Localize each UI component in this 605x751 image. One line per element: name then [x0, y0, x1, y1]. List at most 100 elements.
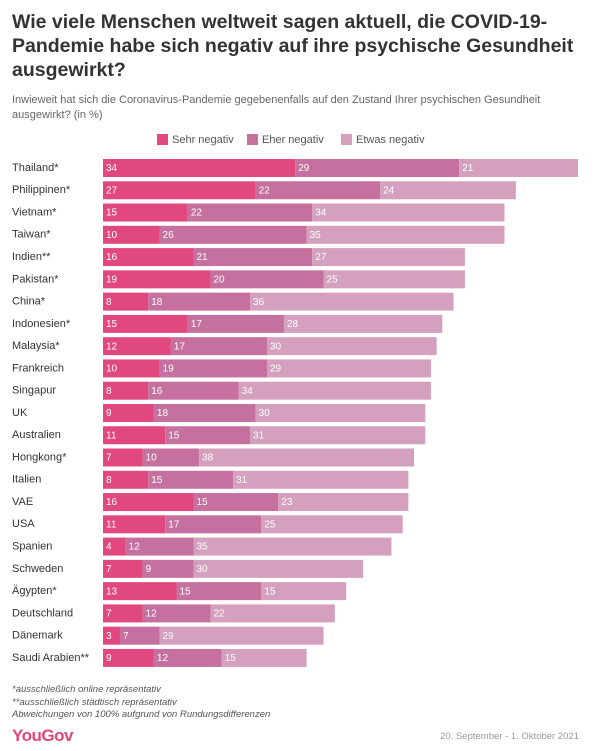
- category-label: Saudi Arabien**: [12, 652, 90, 664]
- bar-segment: [103, 559, 143, 578]
- value-label: 35: [310, 230, 322, 241]
- value-label: 16: [106, 252, 118, 263]
- value-label: 8: [106, 386, 112, 397]
- bar-segment: [459, 159, 578, 177]
- bar-segment: [125, 537, 194, 556]
- category-label: Indien**: [12, 251, 51, 263]
- bar-segment: [103, 403, 154, 422]
- bar-segment: [261, 582, 347, 601]
- value-label: 24: [383, 185, 395, 196]
- category-label: Malaysia*: [12, 340, 60, 352]
- bar-segment: [165, 515, 262, 534]
- bar-segment: [283, 314, 443, 333]
- bar-segment: [233, 470, 409, 489]
- value-label: 35: [196, 542, 208, 553]
- value-label: 7: [106, 609, 112, 620]
- value-label: 34: [315, 208, 327, 219]
- value-label: 22: [213, 609, 225, 620]
- category-label: Thailand*: [12, 162, 59, 174]
- value-label: 20: [213, 274, 225, 285]
- bar-segment: [193, 559, 364, 578]
- value-label: 15: [180, 586, 192, 597]
- value-label: 12: [157, 653, 169, 664]
- value-label: 15: [196, 497, 208, 508]
- value-label: 18: [157, 408, 169, 419]
- category-label: Hongkong*: [12, 451, 67, 463]
- value-label: 15: [225, 653, 237, 664]
- bar-segment: [221, 648, 307, 667]
- bar-segment: [199, 448, 415, 467]
- bar-segment: [176, 582, 262, 601]
- bar-segment: [103, 626, 120, 645]
- value-label: 23: [281, 497, 293, 508]
- value-label: 9: [106, 653, 112, 664]
- bar-segment: [210, 270, 324, 289]
- bar-segment: [278, 493, 409, 512]
- chart-subtitle: Inwieweit hat sich die Coronavirus-Pande…: [12, 94, 541, 121]
- value-label: 15: [264, 586, 276, 597]
- value-label: 34: [106, 163, 118, 174]
- value-label: 27: [106, 185, 118, 196]
- value-label: 17: [168, 519, 180, 530]
- category-label: UK: [12, 407, 28, 419]
- category-label: VAE: [12, 496, 33, 508]
- bar-segment: [159, 225, 307, 244]
- value-label: 22: [191, 208, 203, 219]
- bar-segment: [148, 292, 251, 311]
- value-label: 17: [191, 319, 203, 330]
- bar-segment: [103, 359, 160, 378]
- bar-segment: [187, 203, 313, 222]
- bar-segment: [153, 403, 256, 422]
- value-label: 36: [253, 297, 265, 308]
- category-label: Indonesien*: [12, 318, 71, 330]
- footnotes: *ausschließlich online repräsentativ **a…: [12, 684, 270, 722]
- legend-swatch: [247, 134, 258, 145]
- bar-segment: [103, 181, 256, 200]
- value-label: 31: [253, 430, 265, 441]
- bar-segment: [255, 181, 381, 200]
- chart: Sehr negativ Eher negativ Etwas negativ Tha…: [12, 134, 578, 667]
- category-label: USA: [12, 518, 35, 530]
- value-label: 26: [163, 230, 175, 241]
- bar-segment: [238, 381, 431, 400]
- bar-segment: [250, 292, 454, 311]
- value-label: 15: [168, 430, 180, 441]
- logo: YouGov: [12, 726, 73, 745]
- category-label: Philippinen*: [12, 184, 71, 196]
- bar-segment: [193, 248, 313, 267]
- value-label: 12: [129, 542, 141, 553]
- bar-segment: [103, 203, 188, 222]
- bar-segment: [261, 515, 403, 534]
- category-label: Italien: [12, 474, 41, 486]
- value-label: 10: [146, 453, 158, 464]
- value-label: 15: [106, 208, 118, 219]
- category-label: Deutschland: [12, 607, 73, 619]
- value-label: 29: [163, 631, 175, 642]
- category-label: Taiwan*: [12, 229, 51, 241]
- value-label: 29: [270, 364, 282, 375]
- bar-segment: [266, 359, 431, 378]
- value-label: 30: [196, 564, 208, 575]
- bar-segment: [170, 337, 267, 356]
- value-label: 10: [106, 230, 118, 241]
- bar-segment: [103, 292, 149, 311]
- bar-segment: [312, 203, 505, 222]
- value-label: 12: [106, 341, 118, 352]
- value-label: 17: [174, 341, 186, 352]
- value-label: 25: [327, 274, 339, 285]
- bar-segment: [295, 159, 460, 177]
- bar-segment: [187, 314, 284, 333]
- bar-segment: [103, 537, 126, 556]
- value-label: 21: [196, 252, 208, 263]
- legend-swatch: [341, 134, 352, 145]
- value-label: 21: [462, 163, 474, 174]
- value-label: 7: [106, 453, 112, 464]
- bar-segment: [103, 470, 149, 489]
- value-label: 4: [106, 542, 112, 553]
- category-label: China*: [12, 296, 46, 308]
- value-label: 34: [242, 386, 254, 397]
- category-label: Ägypten*: [12, 585, 57, 597]
- bar-segment: [103, 648, 154, 667]
- value-label: 22: [259, 185, 271, 196]
- legend-label: Etwas negativ: [356, 134, 425, 146]
